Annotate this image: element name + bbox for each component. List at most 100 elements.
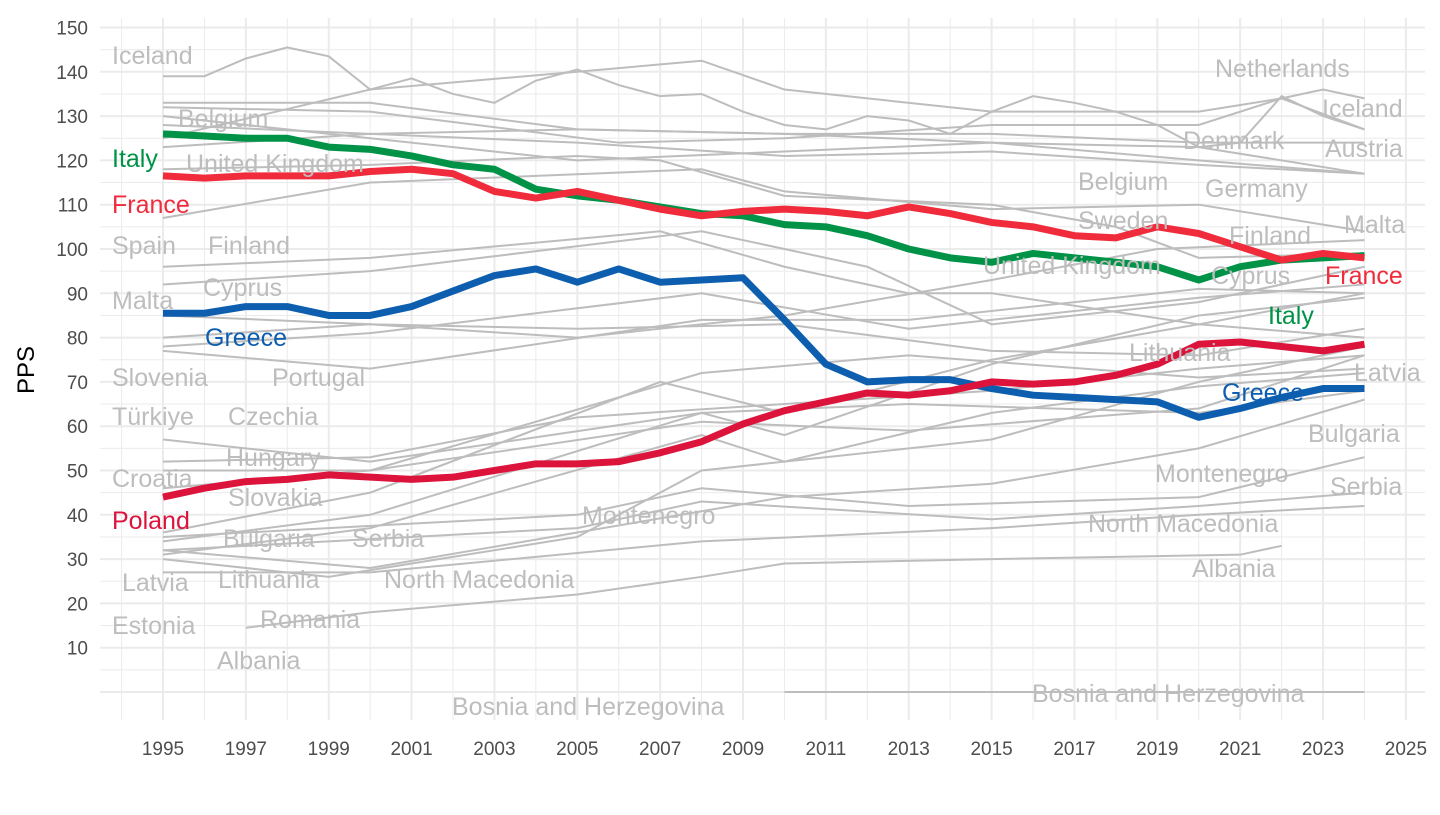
annotation-slovakia: Slovakia — [228, 484, 323, 512]
series-line-denmark — [162, 97, 1365, 144]
highlight-series — [162, 130, 1366, 501]
x-tick-label: 2015 — [970, 739, 1012, 760]
y-tick-label: 100 — [56, 240, 88, 261]
annotation-portugal: Portugal — [272, 364, 365, 392]
x-tick-label: 2025 — [1385, 739, 1427, 760]
series-line-albania — [245, 544, 1282, 629]
annotation-netherlands: Netherlands — [1215, 55, 1350, 83]
series-line-croatia — [163, 354, 1365, 472]
x-tick-label: 2013 — [888, 739, 930, 760]
annotation-sweden: Sweden — [1078, 207, 1168, 235]
series-line-germany — [162, 115, 1365, 175]
series-line-sweden — [162, 132, 1365, 175]
series-line-cyprus — [162, 230, 1365, 326]
annotation-lithuania: Lithuania — [218, 566, 320, 594]
annotation-italy: Italy — [112, 145, 158, 173]
annotation-albania: Albania — [1192, 555, 1275, 583]
series-line-greece — [163, 265, 1365, 421]
series-line-slovenia — [162, 283, 1365, 348]
series-line-poland — [162, 338, 1366, 501]
annotation-france: France — [112, 191, 190, 219]
annotation-malta: Malta — [1344, 211, 1405, 239]
x-axis-ticks: 1995 1997 1999 2001 2003 2005 2007 2009 2011 2013… — [142, 739, 1427, 760]
annotation-t-rkiye: Türkiye — [112, 403, 194, 431]
y-tick-label: 150 — [56, 19, 88, 40]
series-line-romania — [162, 345, 1365, 578]
annotation-estonia: Estonia — [112, 612, 195, 640]
annotation-greece: Greece — [1222, 379, 1304, 407]
series-line-montenegro — [162, 456, 1365, 538]
annotation-montenegro: Montenegro — [1155, 460, 1288, 488]
y-tick-label: 60 — [67, 417, 88, 438]
annotation-serbia: Serbia — [352, 525, 424, 553]
y-tick-label: 30 — [67, 550, 88, 571]
y-tick-label: 130 — [56, 107, 88, 128]
annotation-serbia: Serbia — [1330, 473, 1402, 501]
annotations: Iceland Belgium United Kingdom Italy France F… — [112, 42, 1421, 721]
series-line-italy — [162, 130, 1365, 284]
y-tick-label: 20 — [67, 594, 88, 615]
x-tick-label: 2009 — [722, 739, 764, 760]
annotation-malta: Malta — [112, 287, 173, 315]
annotation-czechia: Czechia — [228, 403, 318, 431]
series-line-hungary — [162, 354, 1365, 463]
annotation-north-macedonia: North Macedonia — [1088, 510, 1278, 538]
annotation-finland: Finland — [1229, 222, 1311, 250]
annotation-cyprus: Cyprus — [203, 274, 282, 302]
y-tick-label: 140 — [56, 63, 88, 84]
annotation-albania: Albania — [217, 647, 300, 675]
y-tick-label: 10 — [67, 639, 88, 660]
annotation-belgium: Belgium — [178, 105, 268, 133]
y-tick-label: 40 — [67, 506, 88, 527]
x-tick-label: 1995 — [142, 739, 184, 760]
annotation-france: France — [1325, 262, 1403, 290]
series-line-finland — [162, 168, 1365, 233]
x-tick-label: 2001 — [390, 739, 432, 760]
x-tick-label: 2021 — [1219, 739, 1261, 760]
annotation-iceland: Iceland — [112, 42, 193, 70]
annotation-croatia: Croatia — [112, 465, 193, 493]
annotation-italy: Italy — [1268, 302, 1314, 330]
x-tick-label: 2017 — [1053, 739, 1095, 760]
x-tick-label: 2003 — [473, 739, 515, 760]
series-line-czechia — [162, 287, 1365, 370]
y-axis-title: PPS — [13, 346, 40, 394]
series-line-iceland — [163, 46, 1365, 149]
annotation-austria: Austria — [1325, 135, 1403, 163]
annotation-denmark: Denmark — [1183, 127, 1285, 155]
annotation-iceland: Iceland — [1322, 95, 1403, 123]
annotation-lithuania: Lithuania — [1129, 339, 1231, 367]
series-line-austria — [163, 101, 1365, 144]
y-tick-label: 120 — [56, 151, 88, 172]
annotation-romania: Romania — [260, 606, 360, 634]
series-line-france — [162, 165, 1365, 264]
annotation-finland: Finland — [208, 232, 290, 260]
y-axis-ticks: 10 20 30 40 50 60 70 80 90 100 110 120 130 140 150 — [56, 19, 88, 660]
annotation-united-kingdom: United Kingdom — [186, 150, 364, 178]
annotation-hungary: Hungary — [226, 444, 321, 472]
x-tick-label: 2019 — [1136, 739, 1178, 760]
series-line-lithuania — [162, 296, 1365, 543]
series-line-serbia — [162, 491, 1365, 552]
annotation-united-kingdom: United Kingdom — [983, 252, 1161, 280]
x-tick-label: 2007 — [639, 739, 681, 760]
annotation-bosnia-and-herzegovina: Bosnia and Herzegovina — [1032, 680, 1304, 708]
annotation-bosnia-and-herzegovina: Bosnia and Herzegovina — [452, 693, 724, 721]
annotation-bulgaria: Bulgaria — [223, 525, 315, 553]
series-line-north-macedonia — [163, 504, 1365, 574]
x-tick-label: 2011 — [805, 739, 846, 760]
x-tick-label: 2023 — [1302, 739, 1344, 760]
x-tick-label: 1997 — [225, 739, 267, 760]
y-tick-label: 80 — [67, 329, 88, 350]
x-tick-label: 2005 — [556, 739, 598, 760]
annotation-spain: Spain — [112, 232, 176, 260]
y-tick-label: 90 — [67, 284, 88, 305]
annotation-latvia: Latvia — [122, 569, 189, 597]
annotation-germany: Germany — [1205, 175, 1308, 203]
y-tick-label: 110 — [58, 196, 88, 217]
annotation-montenegro: Montenegro — [582, 502, 715, 530]
annotation-greece: Greece — [205, 324, 287, 352]
annotation-north-macedonia: North Macedonia — [384, 566, 574, 594]
y-tick-label: 50 — [67, 462, 88, 483]
series-line-bulgaria — [162, 398, 1365, 569]
